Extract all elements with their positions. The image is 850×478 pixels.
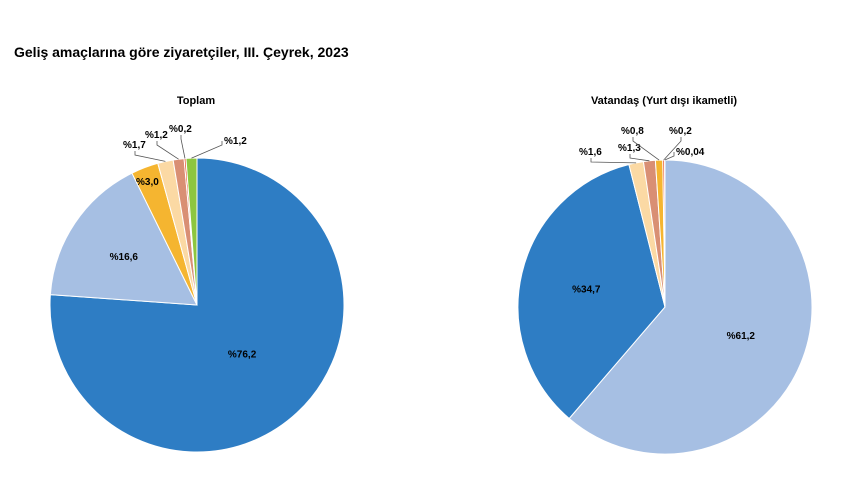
- pie-1-leader-4: [632, 137, 660, 161]
- chart-title: Geliş amaçlarına göre ziyaretçiler, III.…: [14, 44, 349, 60]
- pie-1-leader-3: [629, 154, 650, 162]
- pie-0-label-4: %1,2: [145, 130, 168, 141]
- pie-1-leader-6: [664, 152, 675, 161]
- pie-1-label-0: %61,2: [727, 331, 756, 342]
- pie-1-leader-5: [663, 137, 682, 161]
- pie-0-label-6: %1,2: [224, 136, 247, 147]
- pie-1-slice-1: [517, 163, 666, 420]
- pie-0-slice-1: [49, 172, 198, 306]
- pie-1-label-4: %0,8: [621, 126, 644, 137]
- pie-title-vatandas: Vatandaş (Yurt dışı ikametli): [591, 95, 737, 107]
- pie-title-toplam: Toplam: [177, 95, 216, 107]
- pie-1-label-3: %1,3: [618, 143, 641, 154]
- pie-vatandas: %61,2 %34,7 %1,6 %1,3 %0,8 %0,2 %0,04: [517, 126, 813, 455]
- pie-1-label-6: %0,04: [676, 147, 705, 158]
- pie-1-label-2: %1,6: [579, 147, 602, 158]
- pie-0-leader-3: [134, 151, 166, 162]
- pie-0-slice-6: [185, 157, 198, 306]
- pie-1-label-1: %34,7: [572, 285, 601, 296]
- pie-0-leader-5: [180, 135, 186, 159]
- pie-1-leader-2: [590, 158, 637, 164]
- pie-0-label-3: %1,7: [123, 140, 146, 151]
- pie-0-leader-6: [191, 141, 223, 159]
- pie-toplam: %76,2%16,6%3,0%1,7%1,2%0,2%1,2: [49, 124, 345, 453]
- pie-1-label-5: %0,2: [669, 126, 692, 137]
- pie-0-label-5: %0,2: [169, 124, 192, 135]
- pie-1-slice-0: [568, 159, 813, 455]
- pie-0-label-0: %76,2: [228, 349, 257, 360]
- pie-0-leader-4: [156, 141, 179, 160]
- pie-0-label-1: %16,6: [110, 252, 139, 263]
- pie-0-label-2: %3,0: [136, 177, 159, 188]
